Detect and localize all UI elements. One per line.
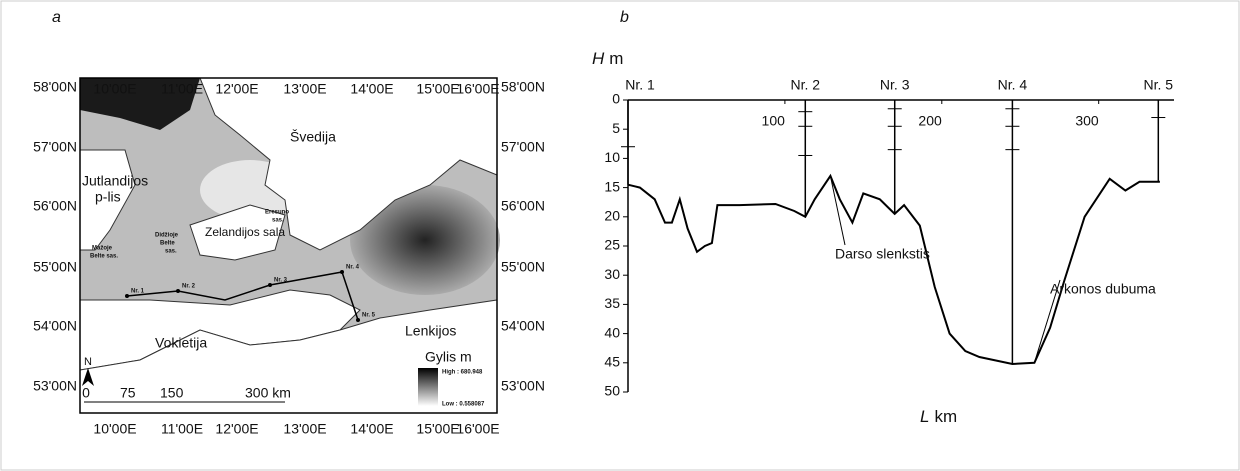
y-tick-label: 40 [604, 324, 620, 340]
legend-low: Low : 0.558087 [442, 402, 485, 408]
x-tick-label: 200 [918, 113, 942, 129]
station-label: Nr. 4 [998, 77, 1028, 93]
lat-label: 54'00N [33, 318, 77, 334]
y-tick-label: 45 [604, 354, 620, 370]
x-axis-symbol: L [920, 407, 929, 426]
annotation: Darso slenkstis [835, 246, 930, 262]
station-label: Nr. 4 [346, 265, 360, 271]
scale-label: 300 km [245, 385, 291, 401]
lon-label: 15'00E [416, 81, 459, 97]
station-label: Nr. 5 [362, 313, 376, 319]
y-tick-label: 25 [604, 237, 620, 253]
lon-label: 11'00E [161, 81, 203, 97]
strait-label: Eresuno [265, 210, 289, 216]
y-tick-label: 30 [604, 266, 620, 282]
lat-label: 58'00N [33, 79, 77, 95]
station-label: Nr. 3 [880, 77, 910, 93]
lat-label: 55'00N [501, 259, 545, 275]
station-dot [340, 270, 344, 274]
y-tick-label: 50 [604, 383, 620, 399]
station-dot [176, 289, 180, 293]
legend-title: Gylis m [425, 349, 472, 365]
station-label: Nr. 1 [625, 77, 655, 93]
place-label: p-lis [95, 189, 121, 205]
strait-label: sas. [272, 218, 284, 224]
place-label: Švedija [290, 129, 336, 145]
lon-label: 16'00E [456, 81, 499, 97]
lat-label: 56'00N [501, 198, 545, 214]
scale-label: 150 [160, 385, 184, 401]
station-label: Nr. 1 [131, 289, 145, 295]
lat-label: 57'00N [33, 139, 77, 155]
lon-label: 14'00E [350, 81, 393, 97]
y-axis-unit: m [609, 49, 623, 68]
lat-label: 54'00N [501, 318, 545, 334]
lon-label: 12'00E [215, 421, 258, 437]
lon-label: 11'00E [161, 421, 203, 437]
place-label: Lenkijos [405, 323, 456, 339]
place-label: Zelandijos sala [205, 225, 285, 239]
lon-label: 12'00E [215, 81, 258, 97]
y-tick-label: 15 [604, 178, 620, 194]
strait-label: Belte sas. [90, 254, 118, 260]
y-tick-label: 10 [604, 149, 620, 165]
place-label: Vokietija [155, 335, 207, 351]
station-dot [268, 283, 272, 287]
scale-label: 75 [120, 385, 136, 401]
place-label: Jutlandijos [82, 173, 148, 189]
strait-label: Didžioje [155, 233, 179, 239]
scale-label: 0 [82, 385, 90, 401]
station-label: Nr. 3 [274, 278, 288, 284]
station-label: Nr. 2 [182, 284, 196, 290]
panel-label: b [620, 9, 629, 26]
x-axis-unit: km [934, 407, 957, 426]
x-tick-label: 300 [1075, 113, 1099, 129]
lon-label: 16'00E [456, 421, 499, 437]
y-axis-symbol: H [592, 49, 605, 68]
strait-label: Belte [160, 241, 175, 247]
lat-label: 55'00N [33, 259, 77, 275]
lat-label: 58'00N [501, 79, 545, 95]
lat-label: 57'00N [501, 139, 545, 155]
lon-label: 15'00E [416, 421, 459, 437]
legend-ramp [418, 368, 438, 406]
strait-label: Mažoje [92, 246, 113, 252]
station-dot [356, 318, 360, 322]
lon-label: 10'00E [93, 81, 136, 97]
lon-label: 10'00E [93, 421, 136, 437]
x-tick-label: 100 [762, 113, 786, 129]
annotation: Arkonos dubuma [1050, 281, 1156, 297]
lon-label: 13'00E [283, 421, 326, 437]
y-tick-label: 5 [612, 120, 620, 136]
lon-label: 13'00E [283, 81, 326, 97]
panel-label: a [52, 9, 61, 26]
legend-high: High : 680.948 [442, 370, 483, 376]
figure: a b 10'00E 10'00E 11'00E 11'00E 12'00E 12'00E… [0, 0, 1240, 471]
lon-label: 14'00E [350, 421, 393, 437]
lat-label: 56'00N [33, 198, 77, 214]
y-tick-label: 0 [612, 91, 620, 107]
lat-label: 53'00N [501, 378, 545, 394]
station-label: Nr. 2 [791, 77, 821, 93]
y-tick-label: 35 [604, 295, 620, 311]
lat-label: 53'00N [33, 378, 77, 394]
north-label: N [84, 356, 92, 368]
station-dot [125, 294, 129, 298]
strait-label: sas. [165, 249, 177, 255]
station-label: Nr. 5 [1144, 77, 1174, 93]
y-tick-label: 20 [604, 208, 620, 224]
